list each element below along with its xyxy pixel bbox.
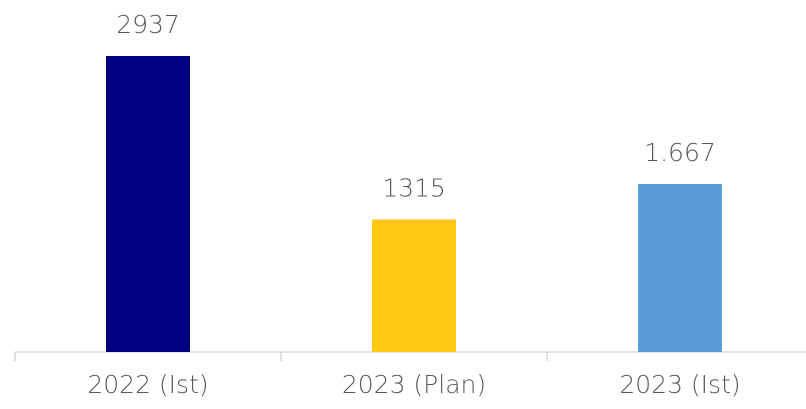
data-label: 1.667 <box>644 138 716 167</box>
bar <box>106 56 190 352</box>
bar <box>372 219 456 352</box>
data-label: 1315 <box>382 173 446 202</box>
x-tick-label: 2023 (Plan) <box>342 370 486 399</box>
data-label: 2937 <box>116 10 180 39</box>
x-tick-label: 2022 (Ist) <box>87 370 208 399</box>
x-tick-label: 2023 (Ist) <box>619 370 740 399</box>
bar <box>638 183 722 352</box>
